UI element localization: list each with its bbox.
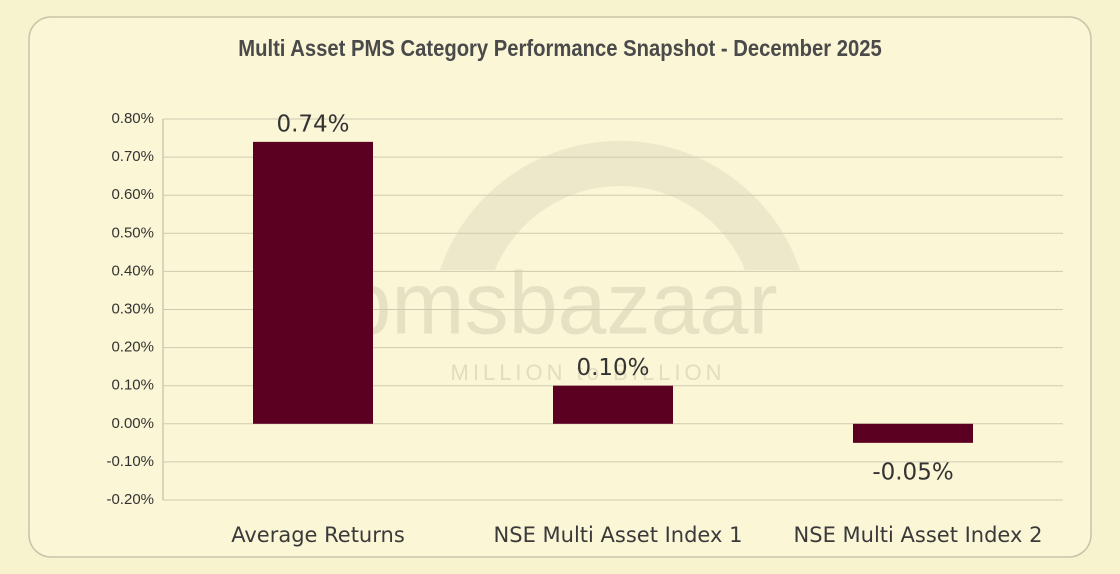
y-tick-label: 0.50% [111, 224, 154, 241]
watermark-brand: pmsbazaar [342, 253, 777, 352]
y-tick-label: 0.80% [111, 110, 154, 127]
x-tick-label: Average Returns [231, 523, 405, 547]
y-tick-label: -0.10% [106, 453, 154, 470]
y-tick-label: 0.10% [111, 377, 154, 394]
y-tick-label: 0.20% [111, 339, 154, 356]
watermark-tagline: MILLION to BILLION [451, 360, 726, 385]
bar [553, 385, 673, 424]
value-label: -0.05% [872, 459, 953, 485]
x-tick-label: NSE Multi Asset Index 2 [794, 523, 1043, 547]
y-tick-label: -0.20% [106, 491, 154, 508]
bar [253, 141, 373, 424]
x-tick-label: NSE Multi Asset Index 1 [494, 523, 743, 547]
y-tick-label: 0.30% [111, 300, 154, 317]
value-label: 0.10% [576, 355, 649, 381]
y-tick-label: 0.00% [111, 415, 154, 432]
y-tick-label: 0.40% [111, 262, 154, 279]
bar [853, 423, 973, 443]
chart-title: Multi Asset PMS Category Performance Sna… [238, 35, 882, 62]
value-label: 0.74% [276, 111, 349, 137]
y-tick-label: 0.60% [111, 186, 154, 203]
watermark-arc [440, 140, 800, 270]
y-tick-label: 0.70% [111, 148, 154, 165]
